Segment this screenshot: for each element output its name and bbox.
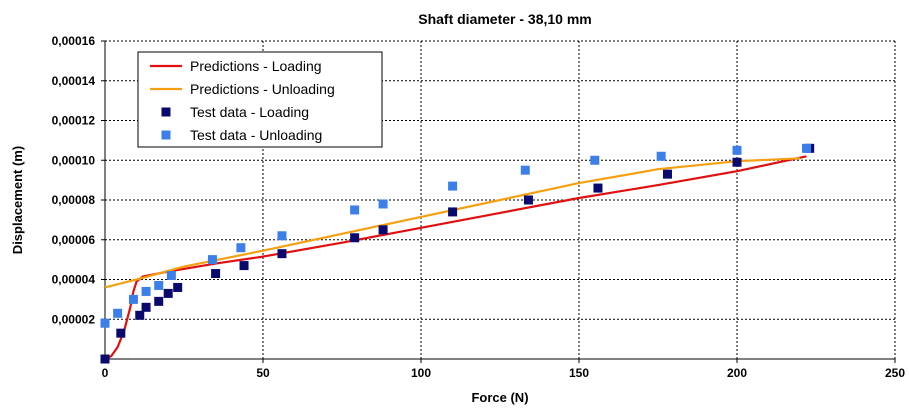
y-tick-label: 0,00002 bbox=[52, 312, 96, 326]
data-point bbox=[277, 249, 287, 259]
data-point bbox=[593, 183, 603, 193]
data-point bbox=[236, 243, 246, 253]
data-point bbox=[590, 155, 600, 165]
data-point bbox=[173, 282, 183, 292]
data-point bbox=[154, 280, 164, 290]
data-point bbox=[166, 271, 176, 281]
y-tick-label: 0,00008 bbox=[52, 193, 96, 207]
x-tick-label: 50 bbox=[256, 366, 270, 380]
y-axis-title: Displacement (m) bbox=[10, 146, 25, 254]
data-point bbox=[141, 302, 151, 312]
data-point bbox=[116, 328, 126, 338]
legend-label: Test data - Loading bbox=[190, 104, 309, 120]
data-point bbox=[448, 207, 458, 217]
data-point bbox=[732, 157, 742, 167]
data-point bbox=[100, 318, 110, 328]
data-point bbox=[113, 308, 123, 318]
legend-marker-swatch bbox=[161, 130, 171, 140]
y-tick-labels: 0,00002 0,00004 0,00006 0,00008 0,00010 0,000… bbox=[52, 34, 96, 326]
data-point bbox=[378, 199, 388, 209]
y-tick-label: 0,00016 bbox=[52, 34, 96, 48]
series-markers bbox=[100, 143, 815, 364]
legend-label: Predictions - Unloading bbox=[190, 81, 335, 97]
x-tick-label: 200 bbox=[727, 366, 747, 380]
legend-marker-swatch bbox=[161, 107, 171, 117]
data-point bbox=[523, 195, 533, 205]
legend: Predictions - Loading Predictions - Unloa… bbox=[137, 51, 383, 148]
data-point bbox=[154, 296, 164, 306]
x-axis-title: Force (N) bbox=[471, 390, 528, 405]
x-tick-label: 100 bbox=[411, 366, 431, 380]
data-point bbox=[656, 151, 666, 161]
data-point bbox=[662, 169, 672, 179]
y-tick-label: 0,00006 bbox=[52, 233, 96, 247]
x-tick-label: 0 bbox=[102, 366, 109, 380]
axes bbox=[101, 40, 896, 363]
legend-box bbox=[137, 51, 383, 148]
data-point bbox=[211, 269, 221, 279]
data-point bbox=[350, 233, 360, 243]
data-point bbox=[128, 294, 138, 304]
legend-label: Test data - Unloading bbox=[190, 127, 322, 143]
data-point bbox=[135, 310, 145, 320]
data-point bbox=[239, 261, 249, 271]
data-point bbox=[732, 145, 742, 155]
data-point bbox=[207, 255, 217, 265]
y-tick-label: 0,00010 bbox=[52, 153, 96, 167]
data-point bbox=[448, 181, 458, 191]
x-tick-labels: 0 50 100 150 200 250 bbox=[102, 366, 906, 380]
data-point bbox=[100, 354, 110, 364]
chart-title: Shaft diameter - 38,10 mm bbox=[418, 11, 592, 27]
x-tick-label: 150 bbox=[569, 366, 589, 380]
y-tick-label: 0,00004 bbox=[52, 273, 96, 287]
data-point bbox=[350, 205, 360, 215]
data-point bbox=[802, 143, 812, 153]
y-tick-label: 0,00012 bbox=[52, 114, 96, 128]
data-point bbox=[378, 225, 388, 235]
legend-label: Predictions - Loading bbox=[190, 58, 322, 74]
x-tick-label: 250 bbox=[885, 366, 905, 380]
data-point bbox=[520, 165, 530, 175]
data-point bbox=[141, 286, 151, 296]
y-tick-label: 0,00014 bbox=[52, 74, 96, 88]
data-point bbox=[163, 288, 173, 298]
data-point bbox=[277, 231, 287, 241]
series-line bbox=[104, 157, 801, 289]
